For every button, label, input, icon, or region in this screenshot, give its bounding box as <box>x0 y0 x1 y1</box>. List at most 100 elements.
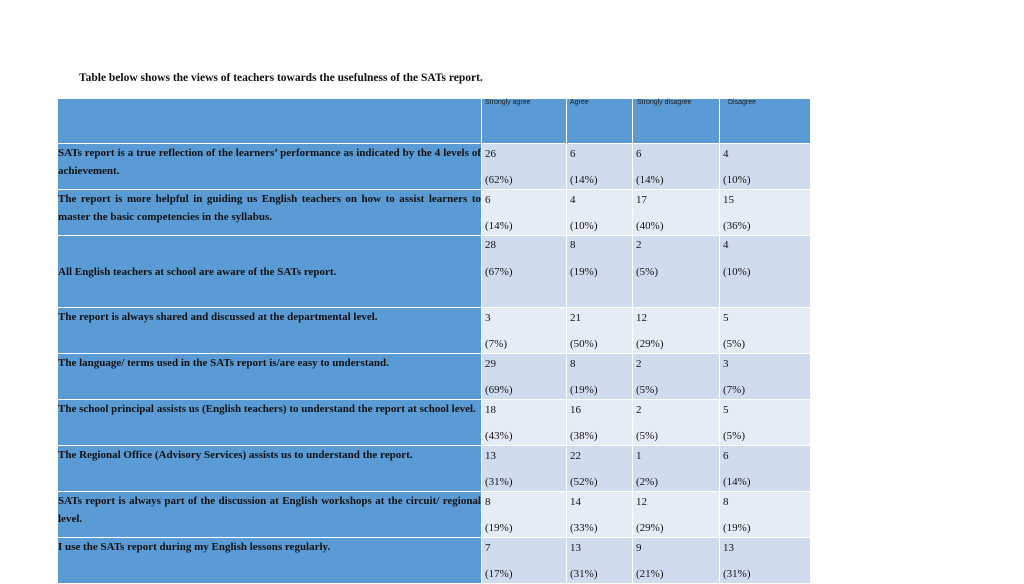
percent-value: (31%) <box>485 476 513 488</box>
percent-value: (29%) <box>636 338 664 350</box>
cell-strongly-disagree: 1 (2%) <box>632 445 720 492</box>
count-value: 1 <box>636 450 642 462</box>
count-value: 3 <box>723 358 729 370</box>
percent-value: (31%) <box>723 568 751 580</box>
cell-agree: 22 (52%) <box>566 445 633 492</box>
count-value: 6 <box>723 450 729 462</box>
row-statement: All English teachers at school are aware… <box>57 235 482 308</box>
percent-value: (14%) <box>723 476 751 488</box>
cell-disagree: 15 (36%) <box>719 189 811 236</box>
cell-strongly-agree: 7 (17%) <box>481 537 567 584</box>
survey-table: Strongly agree Agree Strongly disagree D… <box>57 98 811 584</box>
table-row: The report is always shared and discusse… <box>57 307 811 354</box>
cell-strongly-agree: 3 (7%) <box>481 307 567 354</box>
count-value: 6 <box>570 148 576 160</box>
cell-agree: 14 (33%) <box>566 491 633 538</box>
table-row: All English teachers at school are aware… <box>57 235 811 308</box>
percent-value: (38%) <box>570 430 598 442</box>
cell-strongly-agree: 18 (43%) <box>481 399 567 446</box>
count-value: 22 <box>570 450 581 462</box>
count-value: 5 <box>723 404 729 416</box>
percent-value: (43%) <box>485 430 513 442</box>
count-value: 12 <box>636 312 647 324</box>
cell-disagree: 8 (19%) <box>719 491 811 538</box>
table-row: The language/ terms used in the SATs rep… <box>57 353 811 400</box>
percent-value: (10%) <box>723 174 751 186</box>
percent-value: (62%) <box>485 174 513 186</box>
percent-value: (14%) <box>485 220 513 232</box>
cell-strongly-agree: 28 (67%) <box>481 235 567 308</box>
cell-strongly-agree: 6 (14%) <box>481 189 567 236</box>
cell-agree: 21 (50%) <box>566 307 633 354</box>
cell-strongly-disagree: 2 (5%) <box>632 399 720 446</box>
percent-value: (10%) <box>570 220 598 232</box>
cell-strongly-disagree: 12 (29%) <box>632 491 720 538</box>
cell-strongly-agree: 13 (31%) <box>481 445 567 492</box>
cell-agree: 4 (10%) <box>566 189 633 236</box>
percent-value: (19%) <box>723 522 751 534</box>
cell-strongly-disagree: 17 (40%) <box>632 189 720 236</box>
percent-value: (19%) <box>485 522 513 534</box>
percent-value: (7%) <box>485 338 507 350</box>
header-strongly-disagree: Strongly disagree <box>632 98 720 144</box>
table-row: The Regional Office (Advisory Services) … <box>57 445 811 492</box>
count-value: 4 <box>723 148 729 160</box>
count-value: 18 <box>485 404 496 416</box>
cell-strongly-agree: 29 (69%) <box>481 353 567 400</box>
count-value: 4 <box>723 239 729 251</box>
count-value: 2 <box>636 239 642 251</box>
cell-strongly-disagree: 9 (21%) <box>632 537 720 584</box>
count-value: 26 <box>485 148 496 160</box>
cell-disagree: 4 (10%) <box>719 235 811 308</box>
cell-strongly-disagree: 2 (5%) <box>632 353 720 400</box>
count-value: 3 <box>485 312 491 324</box>
count-value: 2 <box>636 358 642 370</box>
count-value: 6 <box>485 194 491 206</box>
cell-strongly-disagree: 2 (5%) <box>632 235 720 308</box>
count-value: 9 <box>636 542 642 554</box>
cell-strongly-disagree: 12 (29%) <box>632 307 720 354</box>
count-value: 8 <box>570 239 576 251</box>
cell-disagree: 13 (31%) <box>719 537 811 584</box>
row-statement: I use the SATs report during my English … <box>57 537 482 584</box>
header-statement <box>57 98 482 144</box>
count-value: 17 <box>636 194 647 206</box>
count-value: 12 <box>636 496 647 508</box>
header-strongly-agree: Strongly agree <box>481 98 567 144</box>
count-value: 29 <box>485 358 496 370</box>
percent-value: (21%) <box>636 568 664 580</box>
count-value: 21 <box>570 312 581 324</box>
percent-value: (31%) <box>570 568 598 580</box>
percent-value: (67%) <box>485 266 513 278</box>
cell-agree: 6 (14%) <box>566 143 633 190</box>
header-agree: Agree <box>566 98 633 144</box>
count-value: 2 <box>636 404 642 416</box>
percent-value: (5%) <box>723 338 745 350</box>
cell-strongly-agree: 8 (19%) <box>481 491 567 538</box>
row-statement: The report is more helpful in guiding us… <box>57 189 482 236</box>
table-header-row: Strongly agree Agree Strongly disagree D… <box>57 98 811 144</box>
count-value: 8 <box>485 496 491 508</box>
percent-value: (5%) <box>636 384 658 396</box>
count-value: 8 <box>723 496 729 508</box>
cell-disagree: 5 (5%) <box>719 399 811 446</box>
table-row: The report is more helpful in guiding us… <box>57 189 811 236</box>
count-value: 5 <box>723 312 729 324</box>
percent-value: (5%) <box>636 266 658 278</box>
count-value: 14 <box>570 496 581 508</box>
count-value: 16 <box>570 404 581 416</box>
percent-value: (5%) <box>723 430 745 442</box>
count-value: 7 <box>485 542 491 554</box>
table-caption: Table below shows the views of teachers … <box>79 72 483 84</box>
count-value: 13 <box>723 542 734 554</box>
percent-value: (2%) <box>636 476 658 488</box>
count-value: 13 <box>485 450 496 462</box>
cell-disagree: 4 (10%) <box>719 143 811 190</box>
cell-disagree: 3 (7%) <box>719 353 811 400</box>
percent-value: (5%) <box>636 430 658 442</box>
row-statement: The report is always shared and discusse… <box>57 307 482 354</box>
row-statement: SATs report is a true reflection of the … <box>57 143 482 190</box>
percent-value: (17%) <box>485 568 513 580</box>
count-value: 28 <box>485 239 496 251</box>
percent-value: (19%) <box>570 266 598 278</box>
